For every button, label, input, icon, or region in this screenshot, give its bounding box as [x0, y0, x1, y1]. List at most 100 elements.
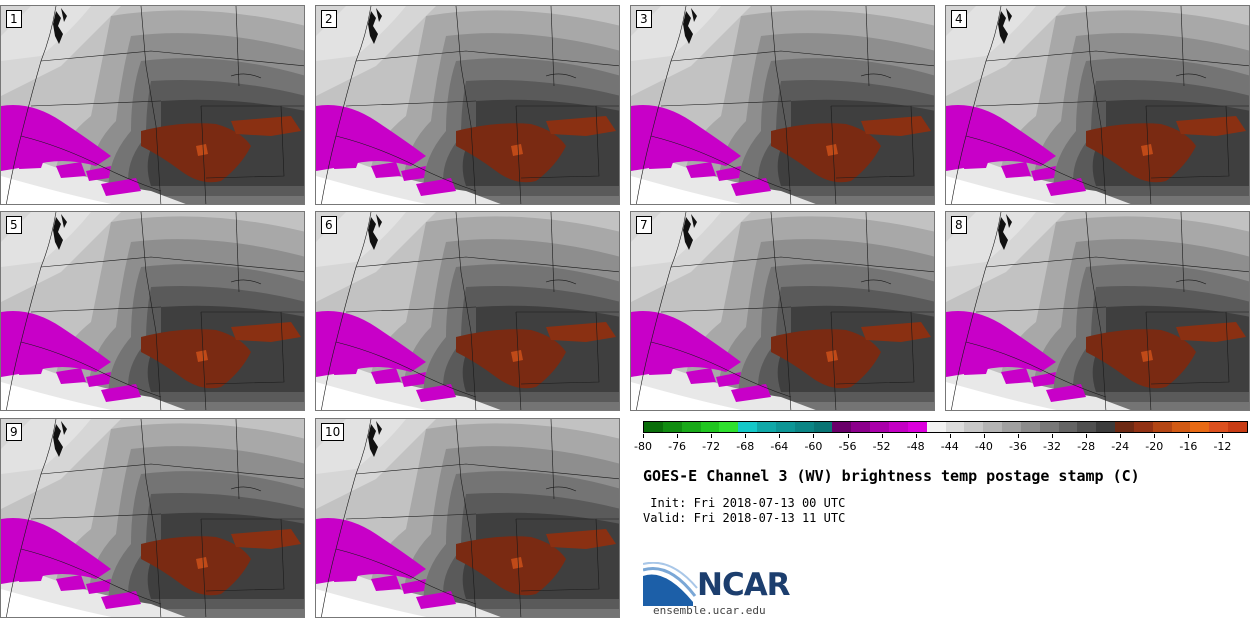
colorbar-segment: [1020, 422, 1040, 432]
colorbar-tick-label: -52: [872, 440, 891, 453]
colorbar-segment: [1096, 422, 1116, 432]
map-panel: 5: [0, 211, 305, 411]
colorbar-tick-label: -36: [1008, 440, 1027, 453]
colorbar-segment: [1039, 422, 1059, 432]
colorbar-segment: [1228, 422, 1247, 432]
member-number-label: 1: [6, 10, 22, 28]
plot-title: GOES-E Channel 3 (WV) brightness temp po…: [643, 467, 1140, 485]
colorbar-tick-label: -64: [770, 440, 789, 453]
colorbar-tick-label: -48: [906, 440, 925, 453]
colorbar-tick: [881, 434, 883, 438]
colorbar-segment: [1002, 422, 1021, 432]
water-vapor-map: [631, 212, 935, 411]
water-vapor-map: [1, 6, 305, 205]
colorbar-segment: [1171, 422, 1191, 432]
colorbar-segment: [757, 422, 776, 432]
member-number-label: 7: [636, 216, 652, 234]
colorbar-segment: [1190, 422, 1210, 432]
water-vapor-map: [946, 6, 1250, 205]
colorbar-segment: [719, 422, 739, 432]
colorbar-tick-label: -44: [940, 440, 959, 453]
map-panel: 1: [0, 5, 305, 205]
member-number-label: 4: [951, 10, 967, 28]
colorbar-tick: [779, 434, 781, 438]
colorbar-segment: [851, 422, 871, 432]
colorbar-tick: [745, 434, 747, 438]
water-vapor-map: [1, 419, 305, 618]
colorbar-segment: [964, 422, 984, 432]
member-number-label: 10: [321, 423, 345, 441]
colorbar-segment: [794, 422, 814, 432]
colorbar-segment: [775, 422, 795, 432]
colorbar-tick: [813, 434, 815, 438]
colorbar-segment: [662, 422, 682, 432]
colorbar-tick-label: -28: [1077, 440, 1096, 453]
colorbar-tick: [643, 434, 644, 438]
colorbar-segment: [832, 422, 852, 432]
member-number-label: 9: [6, 423, 22, 441]
water-vapor-map: [1, 212, 305, 411]
water-vapor-map: [316, 6, 620, 205]
colorbar-tick: [949, 434, 951, 438]
map-panel: 6: [315, 211, 620, 411]
colorbar-tick-label: -32: [1043, 440, 1061, 453]
map-panel: 10: [315, 418, 620, 618]
colorbar-tick: [677, 434, 679, 438]
colorbar-segment: [1077, 422, 1097, 432]
colorbar-tick: [1052, 434, 1053, 438]
colorbar-segment: [1058, 422, 1078, 432]
colorbar-tick-label: -80: [634, 440, 652, 453]
member-number-label: 8: [951, 216, 967, 234]
colorbar-tick: [1086, 434, 1088, 438]
colorbar-tick: [983, 434, 985, 438]
colorbar-segment: [644, 422, 663, 432]
colorbar-tick: [711, 434, 713, 438]
colorbar-tick-label: -72: [702, 440, 721, 453]
colorbar-segment: [870, 422, 889, 432]
colorbar-segment: [681, 422, 701, 432]
map-panel: 2: [315, 5, 620, 205]
colorbar-segment: [926, 422, 946, 432]
member-number-label: 6: [321, 216, 337, 234]
ensemble-url[interactable]: ensemble.ucar.edu: [653, 604, 766, 617]
colorbar-segment: [738, 422, 758, 432]
colorbar-segment: [888, 422, 908, 432]
map-panel: 4: [945, 5, 1250, 205]
colorbar-tick: [1188, 434, 1190, 438]
map-panel: 3: [630, 5, 935, 205]
colorbar-tick: [847, 434, 849, 438]
colorbar-tick-label: -12: [1213, 440, 1232, 453]
colorbar-tick: [1120, 434, 1122, 438]
colorbar-segment: [813, 422, 833, 432]
colorbar-tick-label: -40: [974, 440, 993, 453]
colorbar-tick-label: -76: [668, 440, 687, 453]
colorbar-segment: [1133, 422, 1153, 432]
colorbar: [643, 421, 1248, 433]
map-panel: 9: [0, 418, 305, 618]
colorbar-tick: [1017, 434, 1019, 438]
colorbar-tick-label: -60: [804, 440, 823, 453]
colorbar-segment: [945, 422, 965, 432]
colorbar-tick: [915, 434, 917, 438]
init-time: Init: Fri 2018-07-13 00 UTC: [643, 496, 846, 510]
colorbar-segment: [983, 422, 1003, 432]
colorbar-tick-label: -24: [1111, 440, 1130, 453]
colorbar-tick-label: -68: [736, 440, 755, 453]
colorbar-tick: [1222, 434, 1224, 438]
colorbar-segment: [1152, 422, 1172, 432]
map-panel: 7: [630, 211, 935, 411]
ncar-logo-text: NCAR: [697, 567, 791, 603]
valid-time: Valid: Fri 2018-07-13 11 UTC: [643, 511, 846, 525]
colorbar-tick-label: -20: [1145, 440, 1164, 453]
water-vapor-map: [631, 6, 935, 205]
water-vapor-map: [946, 212, 1250, 411]
member-number-label: 3: [636, 10, 652, 28]
ncar-logo-icon: [643, 562, 698, 606]
member-number-label: 5: [6, 216, 22, 234]
water-vapor-map: [316, 419, 620, 618]
colorbar-tick-label: -56: [838, 440, 857, 453]
member-number-label: 2: [321, 10, 337, 28]
map-panel: 8: [945, 211, 1250, 411]
colorbar-tick-label: -16: [1179, 440, 1198, 453]
colorbar-tick: [1154, 434, 1156, 438]
